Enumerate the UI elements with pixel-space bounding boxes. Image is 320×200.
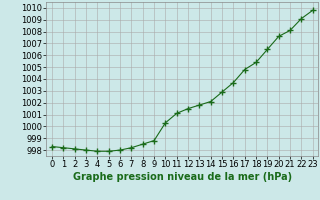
X-axis label: Graphe pression niveau de la mer (hPa): Graphe pression niveau de la mer (hPa): [73, 172, 292, 182]
